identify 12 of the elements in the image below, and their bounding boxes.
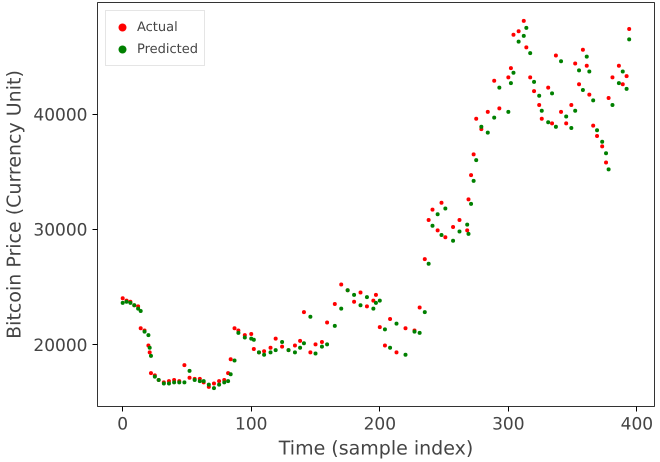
y-tick-label: 30000 bbox=[33, 220, 88, 241]
x-tick-label: 400 bbox=[620, 414, 654, 434]
legend-label: Predicted bbox=[137, 42, 198, 56]
x-tick-label: 300 bbox=[492, 414, 525, 434]
x-tick-label: 0 bbox=[117, 414, 128, 434]
y-tick-label: 20000 bbox=[33, 336, 88, 356]
x-tick-label: 100 bbox=[235, 414, 268, 434]
y-axis-title: Bitcoin Price (Currency Unit) bbox=[3, 70, 26, 339]
x-axis-title: Time (sample index) bbox=[278, 438, 474, 460]
y-tick-label: 40000 bbox=[33, 106, 88, 126]
x-tick-label: 200 bbox=[364, 414, 396, 434]
legend-label: Actual bbox=[137, 20, 178, 34]
